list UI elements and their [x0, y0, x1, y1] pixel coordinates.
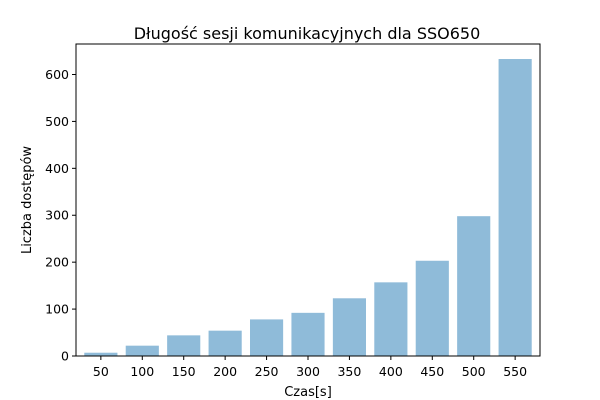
chart-title: Długość sesji komunikacyjnych dla SSO650	[134, 24, 481, 43]
x-tick-label-150: 150	[172, 364, 196, 379]
x-tick-label-300: 300	[296, 364, 320, 379]
x-tick-label-450: 450	[420, 364, 444, 379]
bar-350	[332, 298, 366, 356]
y-tick-label-200: 200	[45, 255, 69, 270]
bar-500	[457, 216, 491, 356]
x-tick-label-250: 250	[255, 364, 279, 379]
x-tick-label-350: 350	[337, 364, 361, 379]
y-tick-label-600: 600	[45, 67, 69, 82]
x-axis: 50 100 150 200 250 300 350 400 450 500 550	[93, 356, 527, 379]
bars-group	[84, 59, 532, 356]
bar-400	[374, 282, 408, 356]
x-tick-label-50: 50	[93, 364, 109, 379]
x-tick-label-550: 550	[503, 364, 527, 379]
y-axis-label: Liczba dostępów	[20, 146, 35, 254]
y-tick-label-0: 0	[61, 349, 69, 364]
bar-550	[498, 59, 532, 356]
bar-50	[84, 352, 118, 356]
bar-300	[291, 312, 325, 356]
x-tick-label-200: 200	[213, 364, 237, 379]
y-tick-label-400: 400	[45, 161, 69, 176]
bar-250	[250, 319, 284, 356]
y-tick-label-100: 100	[45, 302, 69, 317]
x-axis-label: Czas[s]	[284, 385, 332, 400]
x-tick-label-500: 500	[462, 364, 486, 379]
x-tick-label-400: 400	[379, 364, 403, 379]
y-tick-label-500: 500	[45, 114, 69, 129]
x-tick-label-100: 100	[130, 364, 154, 379]
y-axis: 0 100 200 300 400 500 600	[45, 67, 76, 364]
bar-100	[125, 345, 159, 356]
bar-150	[167, 335, 201, 356]
bar-200	[208, 330, 242, 356]
y-tick-label-300: 300	[45, 208, 69, 223]
bar-450	[415, 260, 449, 356]
